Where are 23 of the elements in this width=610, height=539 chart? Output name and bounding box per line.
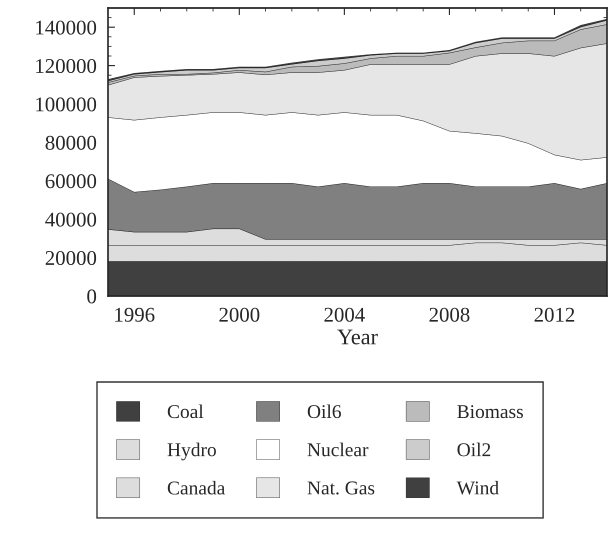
legend-label: Oil2	[457, 442, 490, 456]
y-tick-label: 20000	[46, 250, 96, 266]
y-tick-label: 120000	[36, 58, 96, 74]
legend-label: Hydro	[168, 442, 216, 460]
y-tick-label: 80000	[46, 136, 96, 150]
x-axis-title: Year	[337, 330, 378, 344]
x-tick-label: 2004	[324, 308, 365, 322]
legend-label: Oil6	[308, 404, 341, 418]
y-tick-label: 60000	[46, 174, 96, 188]
y-tick-label: 40000	[45, 212, 96, 227]
legend-label: Nat. Gas	[308, 481, 374, 495]
y-tick-label: 100000	[36, 97, 96, 112]
x-tick-label: 2000	[219, 308, 260, 322]
y-tick-label: 0	[87, 289, 96, 304]
legend-label: Biomass	[457, 405, 523, 418]
x-tick-label: 1996	[115, 308, 154, 322]
x-tick-label: 2008	[430, 308, 470, 322]
legend-label: Nuclear	[308, 442, 368, 456]
x-tick-label: 2012	[534, 308, 574, 322]
legend-label: Wind	[456, 480, 499, 495]
legend-label: Canada	[168, 480, 226, 495]
y-tick-label: 140000	[36, 20, 96, 35]
legend-label: Coal	[168, 404, 204, 418]
